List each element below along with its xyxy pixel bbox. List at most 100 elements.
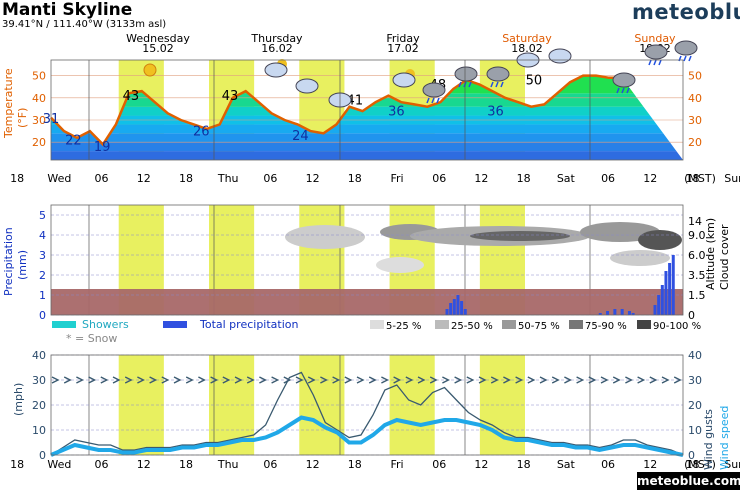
cloud-layer	[610, 250, 670, 266]
footer-link[interactable]: meteoblue.com	[637, 472, 740, 490]
coordinates: 39.41°N / 111.40°W (3133m asl)	[2, 19, 167, 30]
wind-direction-arrow	[63, 376, 72, 384]
temp-tick-right: 50	[688, 70, 702, 83]
wind-direction-arrow	[100, 376, 109, 384]
wind-tick-left: 30	[32, 374, 46, 387]
x-axis-label: (MST)	[684, 172, 716, 185]
wind-direction-arrow	[222, 376, 231, 384]
temp-yunit: (°F)	[16, 108, 29, 128]
precip-bar	[664, 271, 668, 315]
wind-direction-arrow	[368, 376, 377, 384]
precip-tick-left: 5	[39, 209, 46, 222]
snow-legend: * = Snow	[66, 332, 117, 345]
rain-drop	[653, 59, 657, 66]
wind-direction-arrow	[124, 376, 133, 384]
x-axis-label: 12	[137, 458, 151, 471]
x-axis-label: 18	[685, 172, 699, 185]
cloud-legend-swatch	[502, 320, 516, 329]
rain-drop	[658, 59, 662, 66]
rain-drop	[468, 81, 472, 88]
x-axis-label: 12	[643, 458, 657, 471]
x-axis-label: Thu	[217, 172, 239, 185]
wind-tick-right: 40	[688, 349, 702, 362]
altitude-tick: 6.0	[688, 249, 706, 262]
moon-icon	[50, 70, 60, 90]
moon-icon	[174, 90, 184, 110]
x-axis-label: 18	[685, 458, 699, 471]
cloud-icon	[612, 72, 636, 88]
gust-label: Wind gusts	[702, 409, 715, 470]
day-name: Wednesday	[126, 32, 190, 45]
wind-tick-left: 0	[39, 449, 46, 462]
altitude-tick: 0	[688, 309, 695, 322]
rain-drop	[436, 97, 440, 104]
cloud-legend-swatch	[435, 320, 449, 329]
wind-direction-arrow	[259, 376, 267, 384]
wind-direction-arrow	[515, 376, 524, 384]
x-axis-label: 18	[179, 458, 193, 471]
wind-direction-arrow	[210, 376, 219, 384]
precip-tick-left: 4	[39, 229, 46, 242]
precip-bar	[668, 263, 672, 315]
precip-bar	[460, 301, 464, 315]
rain-drop	[648, 59, 652, 66]
x-axis-label: 18	[179, 172, 193, 185]
wind-direction-arrow	[588, 376, 597, 384]
wind-direction-arrow	[612, 376, 621, 384]
precip-bar	[598, 313, 602, 315]
temp-tick-right: 20	[688, 136, 702, 149]
wind-direction-arrow	[381, 376, 389, 384]
terrain-layer	[51, 289, 683, 315]
precip-tick-left: 3	[39, 249, 46, 262]
cloud-icon	[548, 48, 572, 64]
x-axis-label: 06	[432, 458, 446, 471]
temperature-line	[50, 74, 623, 147]
cloud-legend-label: 25-50 %	[451, 321, 493, 332]
showers-legend: Showers	[82, 318, 129, 331]
wind-direction-arrow	[307, 376, 316, 384]
meteoblue-logo[interactable]: meteoblue	[632, 0, 740, 24]
cloud-layer	[638, 230, 682, 250]
wind-direction-arrow	[234, 376, 243, 384]
precip-yunit: (mm)	[16, 250, 29, 280]
altitude-tick: 3.5	[688, 269, 706, 282]
x-axis-label: Sun	[724, 458, 740, 471]
rain-drop	[616, 87, 620, 94]
cloud-legend-swatch	[569, 320, 583, 329]
wind-direction-arrow	[527, 376, 536, 384]
temp-tick-right: 30	[688, 114, 702, 127]
wind-direction-arrow	[454, 376, 463, 384]
day-name: Saturday	[502, 32, 552, 45]
cloud-icon	[674, 40, 698, 56]
precip-tick-left: 0	[39, 309, 46, 322]
cloud-legend-label: 5-25 %	[386, 321, 421, 332]
wind-tick-right: 30	[688, 374, 702, 387]
wind-direction-arrow	[429, 376, 438, 384]
rain-drop	[458, 81, 462, 88]
wind-tick-left: 10	[32, 424, 46, 437]
x-axis-label: (MST)	[684, 458, 716, 471]
x-axis-label: Wed	[47, 458, 71, 471]
wind-direction-arrow	[576, 376, 585, 384]
x-axis-label: Fri	[390, 458, 403, 471]
cloud-icon	[392, 72, 416, 88]
moon-icon	[80, 106, 90, 126]
temp-tick-left: 30	[32, 114, 46, 127]
speed-line	[50, 415, 684, 457]
x-axis-label: Wed	[47, 172, 71, 185]
wind-direction-arrow	[356, 376, 365, 384]
x-axis-label: 18	[517, 458, 531, 471]
cloud-icon	[295, 78, 319, 94]
day-date: 17.02	[387, 42, 419, 55]
x-axis-label: 06	[95, 458, 109, 471]
wind-direction-arrow	[600, 376, 609, 384]
x-axis-label: Sat	[557, 458, 576, 471]
wind-direction-arrow	[112, 376, 121, 384]
x-axis-label: 12	[474, 172, 488, 185]
wind-direction-arrow	[649, 376, 658, 384]
x-axis-label: 18	[517, 172, 531, 185]
precip-bar	[452, 299, 456, 315]
wind-direction-arrow	[149, 376, 158, 384]
precip-bar	[613, 309, 617, 315]
wind-direction-arrow	[625, 376, 633, 384]
